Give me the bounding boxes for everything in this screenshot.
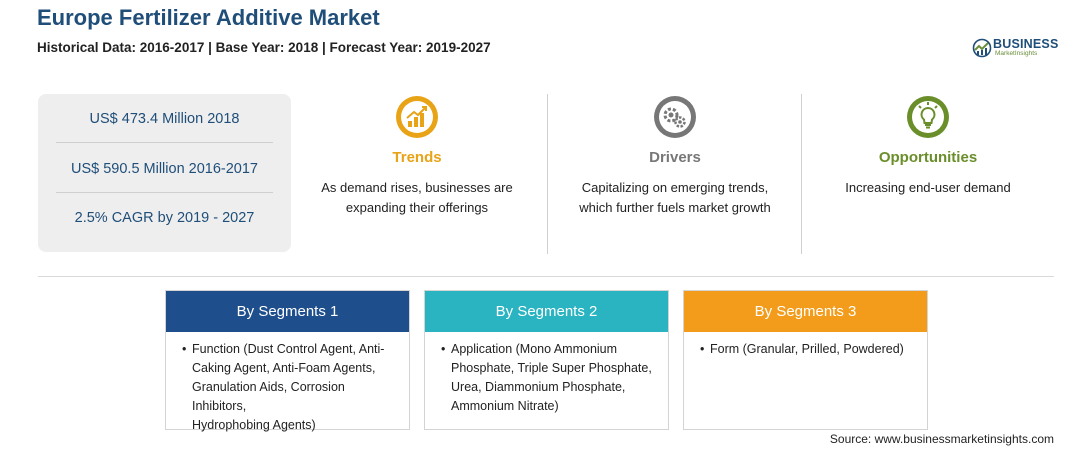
segment-body: • Form (Granular, Prilled, Powdered) <box>684 332 927 359</box>
segment-card-1: By Segments 1 • Function (Dust Control A… <box>165 290 410 432</box>
logo-name: BUSINESS <box>993 37 1059 51</box>
segment-line: Caking Agent, Anti-Foam Agents, <box>192 361 376 375</box>
factor-description: As demand rises, businesses are expandin… <box>292 178 542 218</box>
segment-line: Application (Mono Ammonium <box>451 342 618 356</box>
section-divider <box>38 276 1054 277</box>
column-divider <box>547 94 548 254</box>
factor-label: Drivers <box>649 149 701 166</box>
segment-card-2: By Segments 2 • Application (Mono Ammoni… <box>424 290 669 430</box>
factor-label: Opportunities <box>878 149 978 166</box>
brand-logo: BUSINESS MarketInsights <box>972 36 1062 62</box>
factor-description: Increasing end-user demand <box>803 178 1053 198</box>
bullet-icon: • <box>182 342 187 356</box>
segment-body: • Application (Mono Ammonium Phosphate, … <box>425 332 668 416</box>
stat-cagr: 2.5% CAGR by 2019 - 2027 <box>74 210 255 226</box>
stat-market-size-historical: US$ 590.5 Million 2016-2017 <box>70 161 258 177</box>
market-stats-panel: US$ 473.4 Million 2018 US$ 590.5 Million… <box>38 94 291 252</box>
segment-line: Granulation Aids, Corrosion Inhibitors, <box>192 380 345 413</box>
page-title: Europe Fertilizer Additive Market <box>37 5 380 30</box>
segment-line: Form (Granular, Prilled, Powdered) <box>710 342 904 356</box>
lightbulb-icon <box>907 96 949 138</box>
factor-description-line: As demand rises, businesses are <box>321 180 513 195</box>
segment-card-3: By Segments 3 • Form (Granular, Prilled,… <box>683 290 928 430</box>
segment-header: By Segments 2 <box>425 291 668 332</box>
segment-line: Hydrophobing Agents) <box>192 418 316 432</box>
factor-description-line: Capitalizing on emerging trends, <box>581 180 769 195</box>
factor-opportunities: Opportunities Increasing end-user demand <box>803 94 1053 254</box>
logo-tagline: MarketInsights <box>995 50 1038 57</box>
bullet-icon: • <box>700 342 705 356</box>
segment-header: By Segments 1 <box>166 291 409 332</box>
segment-line: Ammonium Nitrate) <box>451 399 559 413</box>
rising-chart-icon <box>396 96 438 138</box>
factor-trends: Trends As demand rises, businesses are e… <box>292 94 542 254</box>
globe-logo-icon <box>972 38 992 58</box>
factor-description: Capitalizing on emerging trends, which f… <box>550 178 800 218</box>
segment-header: By Segments 3 <box>684 291 927 332</box>
segment-body: • Function (Dust Control Agent, Anti- Ca… <box>166 332 409 435</box>
stat-market-size-2018: US$ 473.4 Million 2018 <box>89 111 240 127</box>
factor-description-line: Increasing end-user demand <box>845 180 1011 195</box>
factor-description-line: which further fuels market growth <box>579 200 771 215</box>
gears-icon <box>654 96 696 138</box>
segment-line: Function (Dust Control Agent, Anti- <box>192 342 385 356</box>
factor-drivers: Drivers Capitalizing on emerging trends,… <box>550 94 800 254</box>
column-divider <box>801 94 802 254</box>
stat-divider <box>56 192 273 193</box>
segment-line: Phosphate, Triple Super Phosphate, <box>451 361 652 375</box>
factor-label: Trends <box>392 149 442 166</box>
factor-description-line: expanding their offerings <box>345 200 489 215</box>
segment-line: Urea, Diammonium Phosphate, <box>451 380 626 394</box>
stat-divider <box>56 142 273 143</box>
source-credit: Source: www.businessmarketinsights.com <box>829 432 1054 446</box>
bullet-icon: • <box>441 342 446 356</box>
page-subtitle: Historical Data: 2016-2017 | Base Year: … <box>37 40 491 55</box>
